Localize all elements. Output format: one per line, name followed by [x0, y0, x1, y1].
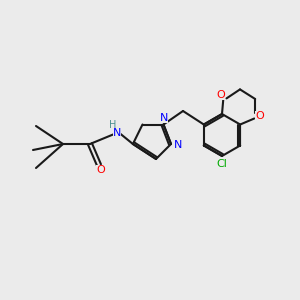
Text: O: O	[255, 110, 264, 121]
Text: O: O	[216, 90, 225, 100]
Text: N: N	[174, 140, 183, 150]
Text: O: O	[96, 165, 105, 176]
Text: N: N	[113, 128, 121, 138]
Text: Cl: Cl	[216, 159, 227, 170]
Text: H: H	[110, 120, 117, 130]
Text: N: N	[160, 113, 168, 123]
